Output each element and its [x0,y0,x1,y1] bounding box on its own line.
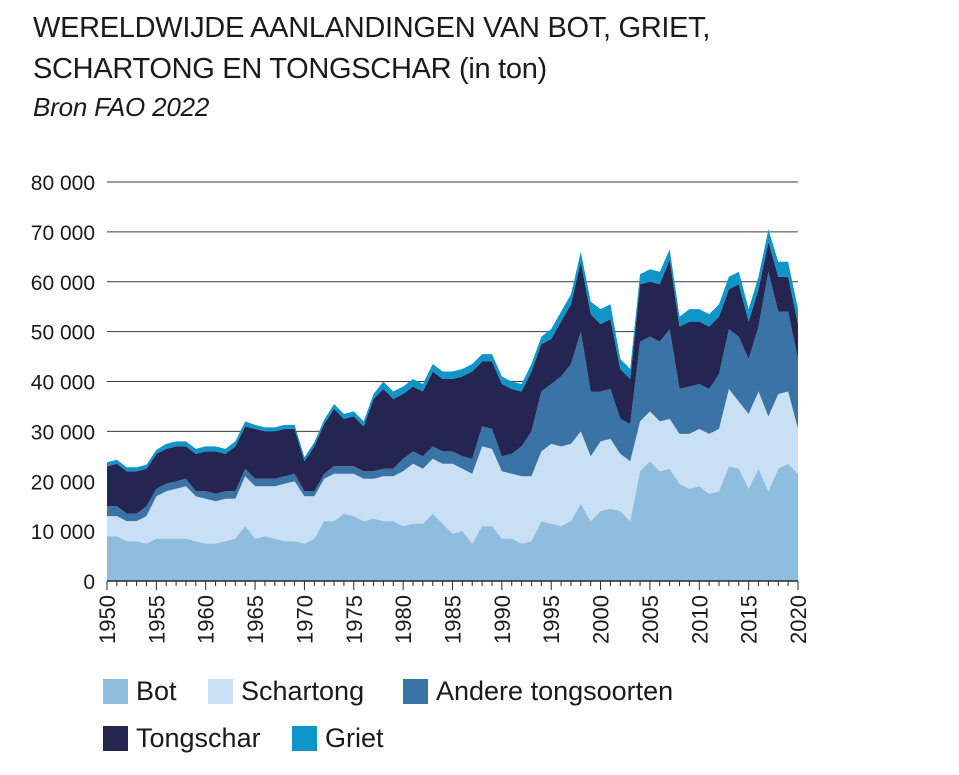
legend-label: Schartong [241,676,365,706]
x-tick-label: 2005 [638,595,663,644]
legend-label: Tongschar [136,723,261,753]
x-tick-label: 1980 [391,595,416,644]
legend-item-schartong: Schartong [208,676,364,707]
y-tick-label: 10 000 [31,521,95,544]
chart-source: Bron FAO 2022 [33,92,210,122]
axes: 0 10 000 20 000 30 000 40 000 50 000 60 000 70 … [31,172,811,644]
legend-swatch [403,679,428,704]
legend-item-griet: Griet [292,723,384,754]
legend-item-andere-tongsoorten: Andere tongsoorten [403,676,673,707]
x-tick-label: 1970 [292,595,317,644]
x-tick-label: 1960 [194,595,219,644]
x-tick-label: 1990 [490,595,515,644]
legend-item-tongschar: Tongschar [103,723,261,754]
x-tick-label: 1950 [95,595,120,644]
legend-swatch [292,726,317,751]
x-tick-label: 2000 [589,595,614,644]
legend-label: Griet [325,723,384,753]
y-tick-label: 70 000 [31,222,95,245]
y-tick-label: 50 000 [31,322,95,345]
x-tick-label: 2020 [786,595,811,644]
y-tick-label: 20 000 [31,471,95,494]
y-tick-label: 80 000 [31,172,95,195]
x-tick-label: 1985 [441,595,466,644]
area-andere-tongsoorten [107,271,798,522]
legend-swatch [103,679,128,704]
legend-label: Andere tongsoorten [436,676,674,706]
chart-title-line-1: WERELDWIJDE AANLANDINGEN VAN BOT, GRIET, [33,12,711,44]
area-tongschar [107,241,798,514]
x-tick-label: 1965 [243,595,268,644]
x-tick-label: 1975 [342,595,367,644]
area-schartong [107,388,798,544]
x-tick-label: 1955 [144,595,169,644]
area-bot [107,461,798,581]
y-tick-label: 60 000 [31,272,95,295]
x-tick-label: 2015 [737,595,762,644]
legend-swatch [208,679,233,704]
legend-item-bot: Bot [103,676,177,707]
chart-title-line-2: SCHARTONG EN TONGSCHAR (in ton) [33,53,547,85]
chart-title: WERELDWIJDE AANLANDINGEN VAN BOT, GRIET,… [33,8,933,90]
stacked-area-chart: 0 10 000 20 000 30 000 40 000 50 000 60 000 70 … [31,172,811,644]
y-tick-label: 30 000 [31,421,95,444]
legend-swatch [103,726,128,751]
y-tick-label: 0 [83,571,95,594]
x-tick-label: 2010 [687,595,712,644]
y-tick-label: 40 000 [31,372,95,395]
legend-label: Bot [136,676,177,706]
area-series [107,229,798,581]
x-tick-label: 1995 [539,595,564,644]
